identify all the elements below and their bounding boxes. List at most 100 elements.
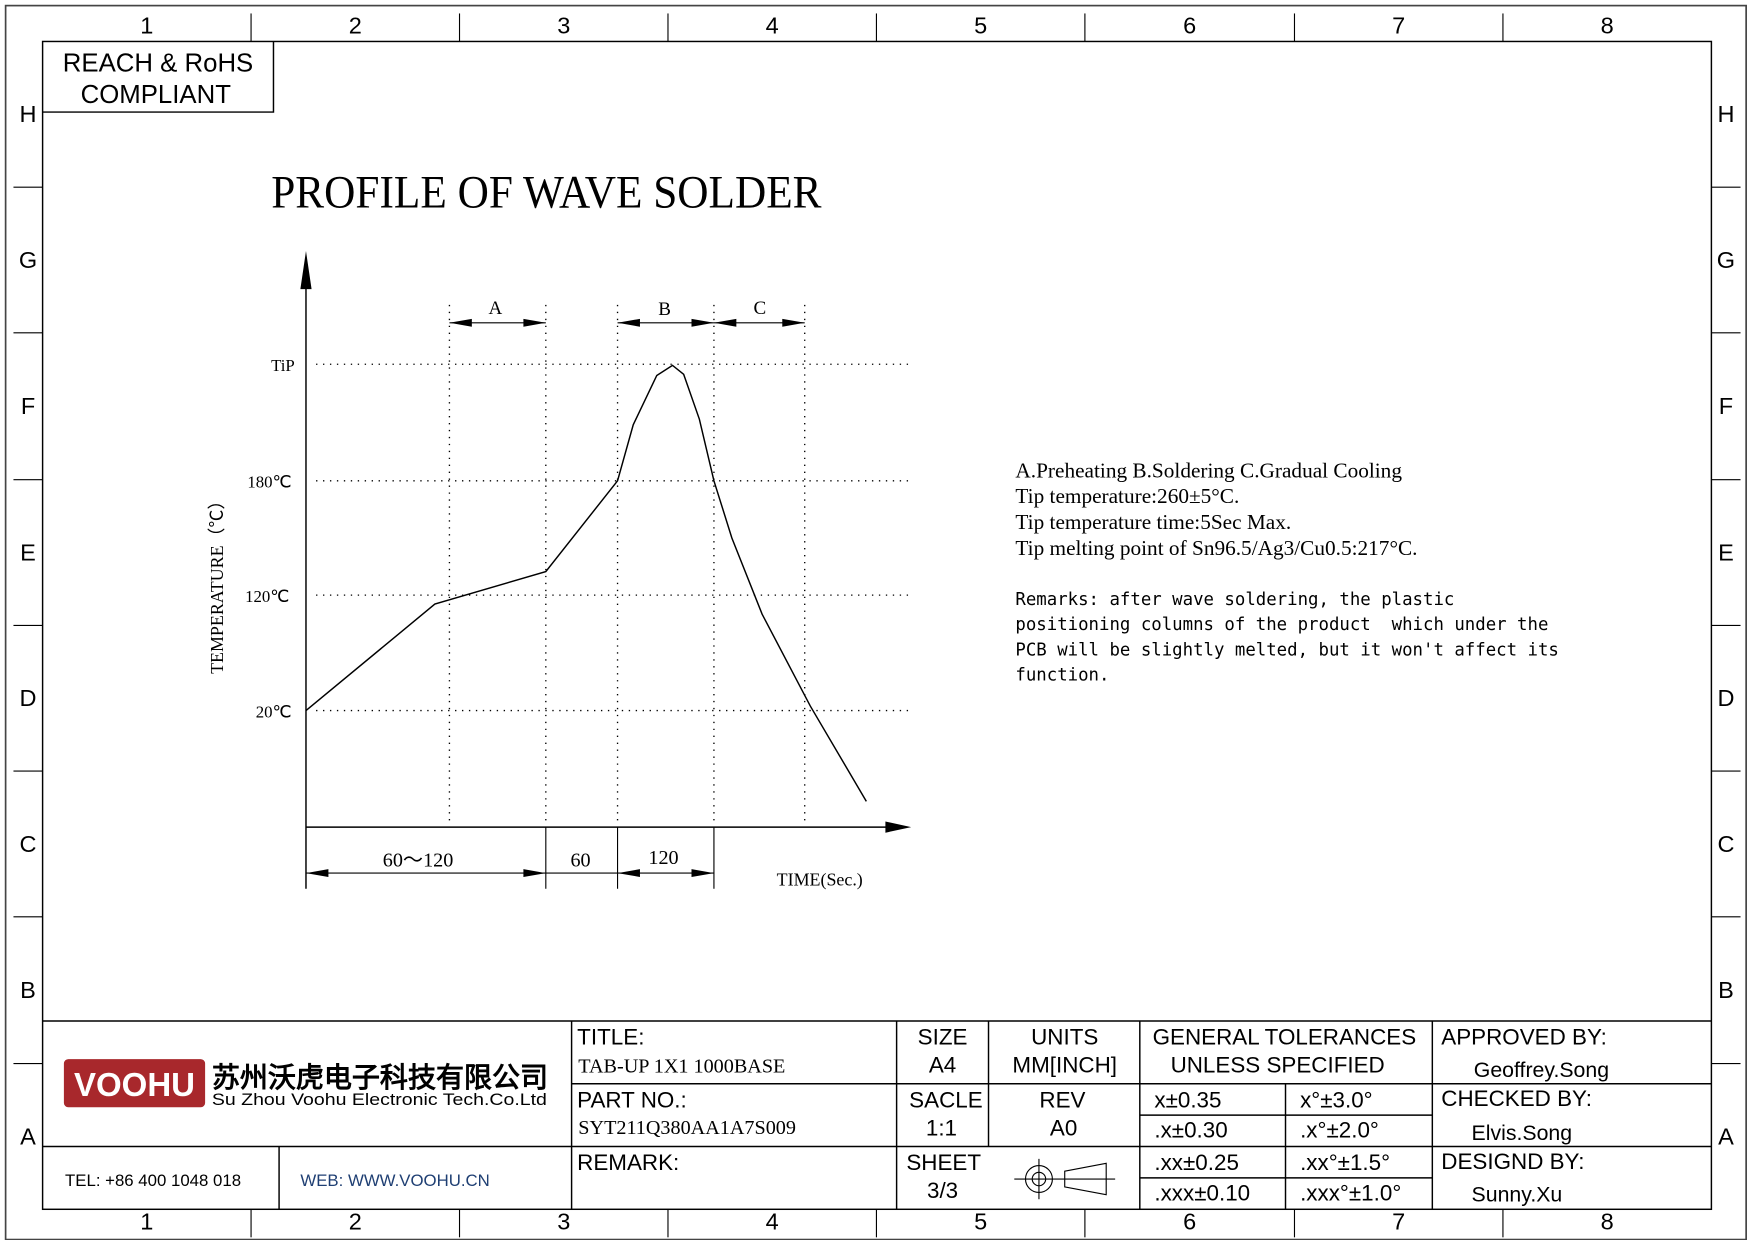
checked-label: CHECKED BY: xyxy=(1441,1086,1592,1111)
column-marker-bottom: 1 xyxy=(140,1208,153,1234)
column-marker-top: 6 xyxy=(1183,13,1196,39)
third-angle-projection-icon xyxy=(1014,1158,1116,1200)
y-axis-arrow-icon xyxy=(300,251,312,290)
compliance-line1: REACH & RoHS xyxy=(63,50,253,78)
arrowhead-left-icon xyxy=(449,318,472,327)
duration-preheat: 60～120 xyxy=(383,849,454,871)
zone-label-a: A xyxy=(489,298,503,319)
company-name-cn: 苏州沃虎电子科技有限公司 xyxy=(212,1062,548,1093)
tolerance-label-2: UNLESS SPECIFIED xyxy=(1171,1053,1385,1078)
part-label: PART NO.: xyxy=(577,1087,687,1112)
duration-ramp: 60 xyxy=(570,849,590,871)
arrowhead-left-icon xyxy=(617,869,640,877)
units-value: MM[INCH] xyxy=(1012,1053,1117,1078)
designed-value: Sunny.Xu xyxy=(1472,1182,1563,1206)
tolerance-value: .xxx°±1.0° xyxy=(1300,1180,1401,1205)
scale-value: 1:1 xyxy=(926,1115,957,1140)
remark-line: positioning columns of the product which… xyxy=(1015,615,1548,635)
column-marker-bottom: 8 xyxy=(1601,1208,1614,1234)
row-marker-right: B xyxy=(1718,977,1734,1003)
part-value: SYT211Q380AA1A7S009 xyxy=(578,1117,796,1139)
row-marker-right: E xyxy=(1718,539,1734,565)
arrowhead-left-icon xyxy=(305,869,329,877)
company-name-en: Su Zhou Voohu Electronic Tech.Co.Ltd xyxy=(212,1091,547,1109)
note-line: Tip temperature:260±5°C. xyxy=(1015,484,1239,508)
row-marker-right: H xyxy=(1717,101,1734,127)
zone-markers: 1 1 2 2 3 3 4 4 5 5 6 6 7 7 8 8 H H G G F F E E D D C C B B A A xyxy=(13,13,1741,1238)
tolerance-label-1: GENERAL TOLERANCES xyxy=(1153,1025,1417,1050)
remark-line: function. xyxy=(1015,665,1109,685)
column-marker-bottom: 3 xyxy=(557,1208,570,1234)
column-marker-bottom: 4 xyxy=(766,1208,779,1234)
row-marker-left: G xyxy=(19,247,37,273)
tolerance-value: .xx±0.25 xyxy=(1154,1150,1239,1175)
column-marker-bottom: 7 xyxy=(1392,1208,1405,1234)
column-marker-top: 7 xyxy=(1392,13,1405,39)
logo-text: VOOHU xyxy=(74,1067,195,1104)
column-marker-top: 5 xyxy=(974,13,987,39)
duration-solder: 120 xyxy=(648,847,678,869)
column-marker-top: 1 xyxy=(140,13,153,39)
tolerance-value: .xx°±1.5° xyxy=(1300,1150,1390,1175)
tolerance-value: x±0.35 xyxy=(1154,1087,1221,1112)
column-marker-top: 2 xyxy=(349,13,362,39)
size-label: SIZE xyxy=(918,1025,968,1050)
title-block: VOOHU 苏州沃虎电子科技有限公司 Su Zhou Voohu Electro… xyxy=(42,1020,1712,1210)
row-marker-left: B xyxy=(20,977,36,1003)
arrowhead-right-icon xyxy=(523,318,546,327)
y-tick-120: 120℃ xyxy=(245,587,289,606)
temperature-curve xyxy=(305,364,867,802)
row-marker-right: G xyxy=(1717,247,1735,273)
approved-value: Geoffrey.Song xyxy=(1474,1058,1609,1082)
note-line: A.Preheating B.Soldering C.Gradual Cooli… xyxy=(1015,458,1402,482)
units-label: UNITS xyxy=(1031,1025,1098,1050)
remark-label: REMARK: xyxy=(577,1150,679,1175)
compliance-box: REACH & RoHS COMPLIANT xyxy=(42,41,275,113)
y-tick-180: 180℃ xyxy=(247,473,291,492)
column-marker-top: 8 xyxy=(1601,13,1614,39)
column-marker-top: 3 xyxy=(557,13,570,39)
remark-line: PCB will be slightly melted, but it won'… xyxy=(1015,641,1558,661)
arrowhead-left-icon xyxy=(617,318,640,327)
sheet-label: SHEET xyxy=(906,1150,981,1175)
tolerance-value: .x±0.30 xyxy=(1154,1118,1227,1143)
tel: TEL: +86 400 1048 018 xyxy=(65,1171,241,1190)
column-marker-bottom: 2 xyxy=(349,1208,362,1234)
company-logo: VOOHU xyxy=(63,1059,206,1108)
designed-label: DESIGND BY: xyxy=(1441,1149,1584,1174)
compliance-line2: COMPLIANT xyxy=(81,81,232,109)
y-tick-20: 20℃ xyxy=(256,702,292,721)
arrowhead-right-icon xyxy=(691,869,714,877)
drawing-title: PROFILE OF WAVE SOLDER xyxy=(271,166,822,218)
sheet-value: 3/3 xyxy=(927,1178,958,1203)
y-axis-label: TEMPERATURE（℃） xyxy=(207,492,227,674)
row-marker-right: C xyxy=(1717,831,1734,857)
y-tick-tip: TiP xyxy=(271,356,295,375)
column-marker-bottom: 6 xyxy=(1183,1208,1196,1234)
arrowhead-right-icon xyxy=(782,318,805,327)
row-marker-left: C xyxy=(20,831,37,857)
title-value: TAB-UP 1X1 1000BASE xyxy=(578,1056,785,1078)
row-marker-left: H xyxy=(20,101,37,127)
zone-label-c: C xyxy=(754,298,767,319)
arrowhead-right-icon xyxy=(691,318,714,327)
website-link[interactable]: WEB: WWW.VOOHU.CN xyxy=(300,1171,489,1190)
x-axis xyxy=(305,821,912,833)
grid xyxy=(316,304,914,821)
row-marker-right: D xyxy=(1717,685,1734,711)
arrowhead-left-icon xyxy=(713,318,737,327)
tolerance-value: .x°±2.0° xyxy=(1300,1118,1379,1143)
title-label: TITLE: xyxy=(577,1025,644,1050)
row-marker-left: E xyxy=(20,539,36,565)
column-marker-bottom: 5 xyxy=(974,1208,987,1234)
size-value: A4 xyxy=(929,1053,956,1078)
scale-label: SACLE xyxy=(909,1087,982,1112)
rev-label: REV xyxy=(1039,1087,1085,1112)
approved-label: APPROVED BY: xyxy=(1441,1025,1607,1050)
tolerance-value: x°±3.0° xyxy=(1300,1087,1373,1112)
remark-line: Remarks: after wave soldering, the plast… xyxy=(1015,590,1454,610)
zone-label-b: B xyxy=(658,299,671,320)
row-marker-right: A xyxy=(1718,1123,1734,1149)
row-marker-left: A xyxy=(20,1123,36,1149)
